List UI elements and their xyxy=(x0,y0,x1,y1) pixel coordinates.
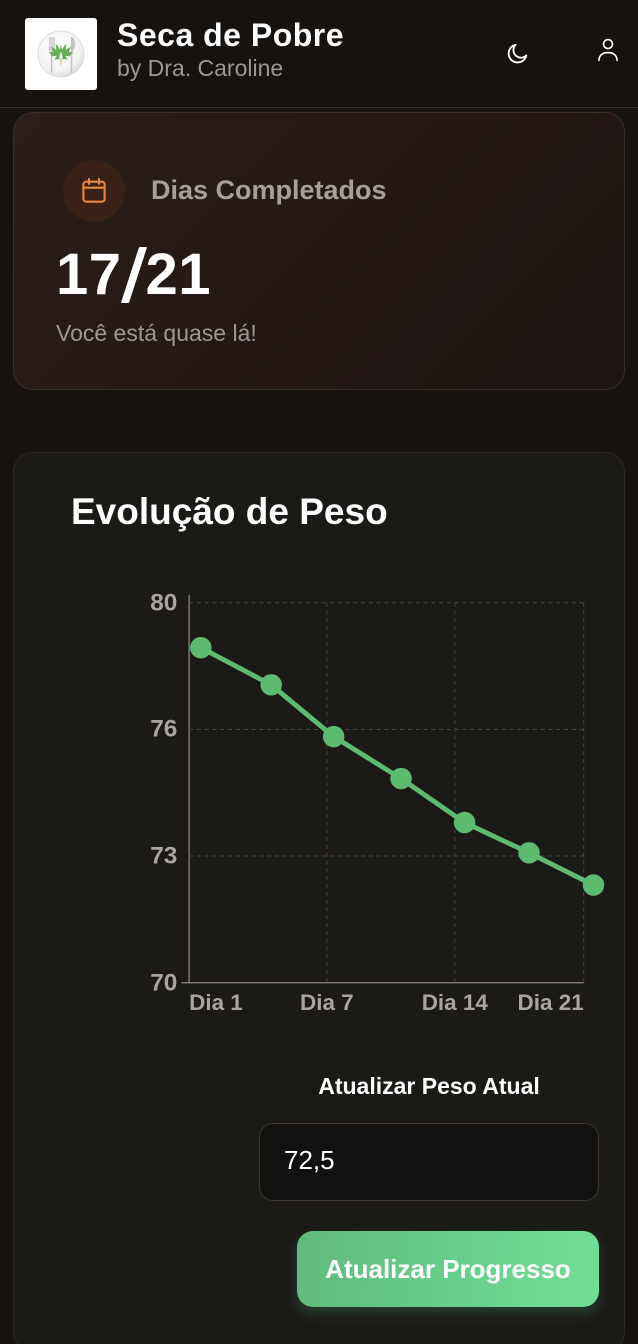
svg-text:80: 80 xyxy=(150,593,177,617)
svg-text:Dia 1: Dia 1 xyxy=(189,990,243,1013)
svg-text:Dia 21: Dia 21 xyxy=(518,990,584,1013)
svg-text:Dia 7: Dia 7 xyxy=(300,990,354,1013)
svg-text:73: 73 xyxy=(150,843,177,870)
svg-text:76: 76 xyxy=(150,716,177,743)
svg-text:70: 70 xyxy=(150,970,177,997)
svg-text:Dia 14: Dia 14 xyxy=(422,990,489,1013)
